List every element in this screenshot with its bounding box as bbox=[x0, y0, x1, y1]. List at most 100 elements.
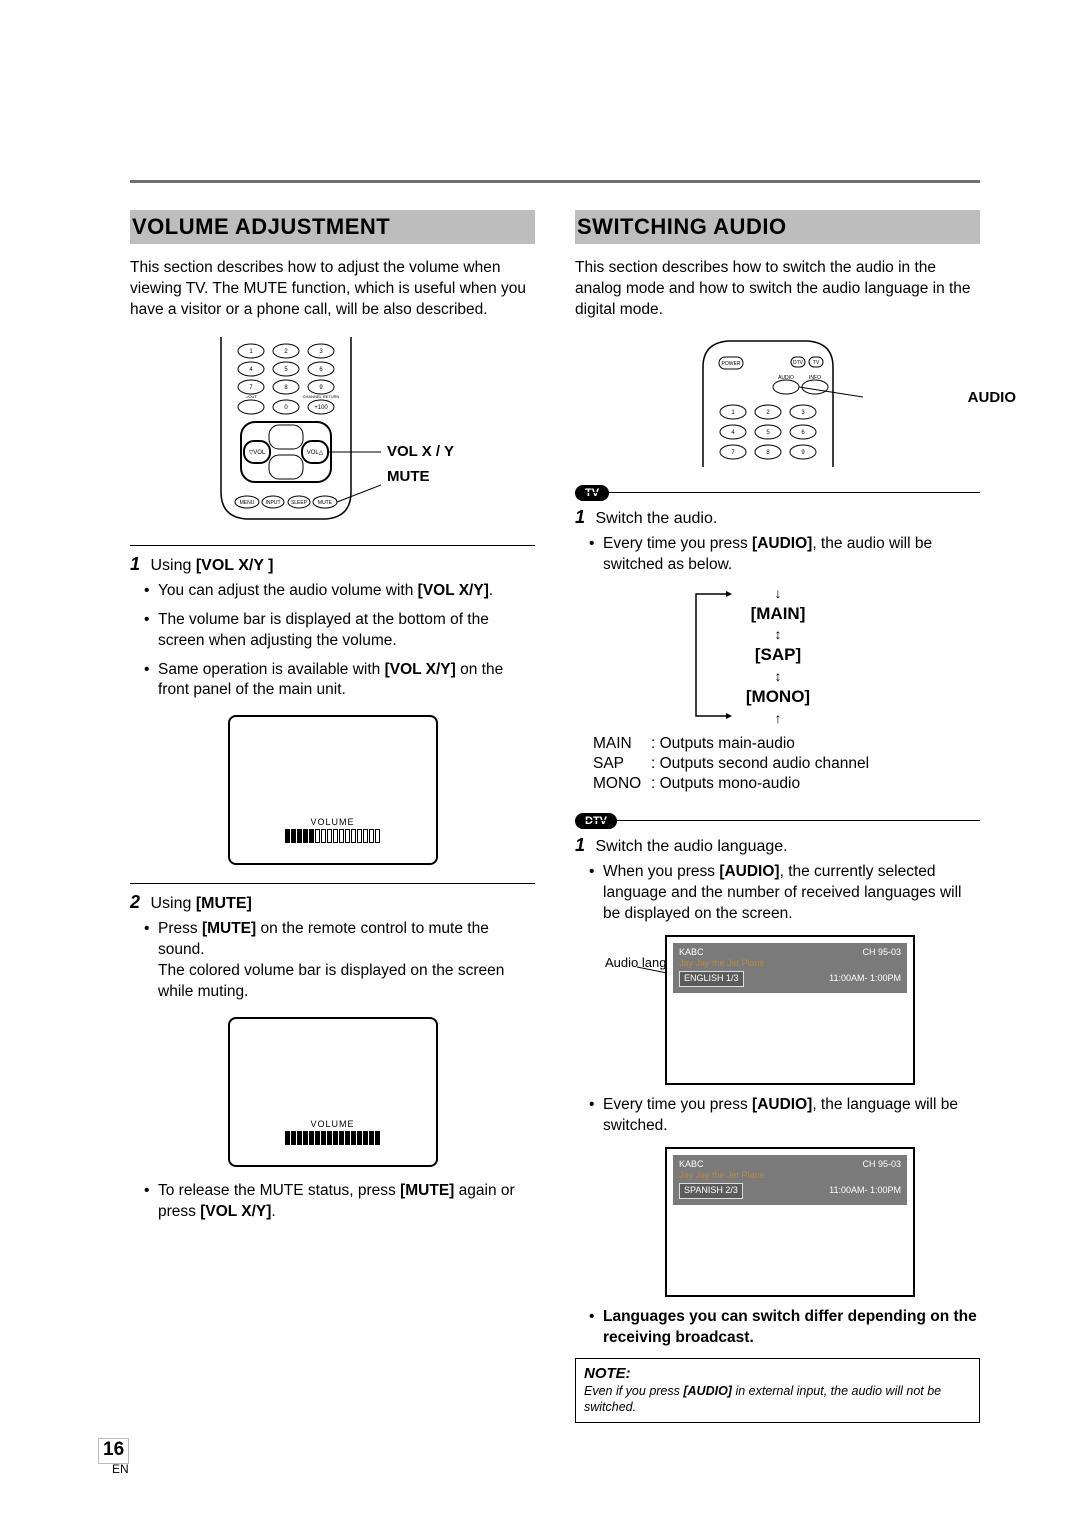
dtv-boldnote: Languages you can switch differ dependin… bbox=[575, 1307, 980, 1349]
def-main: MAIN: Outputs main-audio bbox=[593, 735, 980, 753]
step1-b1: You can adjust the audio volume with [VO… bbox=[158, 581, 535, 602]
svg-text:7: 7 bbox=[249, 385, 253, 391]
step1-btn: [VOL X/Y ] bbox=[196, 557, 274, 574]
section-header-volume: VOLUME ADJUSTMENT bbox=[130, 210, 535, 244]
tv-step-heading: 1 Switch the audio. bbox=[575, 507, 980, 528]
svg-text:5: 5 bbox=[284, 367, 288, 373]
page-lang: EN bbox=[112, 1462, 129, 1476]
cycle-sap: [SAP] bbox=[724, 643, 833, 667]
osd2-ch: KABC bbox=[679, 1159, 704, 1171]
svg-text:MUTE: MUTE bbox=[318, 500, 333, 506]
svg-text:–/OUT: –/OUT bbox=[245, 394, 257, 399]
svg-text:3: 3 bbox=[319, 349, 323, 355]
tv-label-volume-2: VOLUME bbox=[230, 1119, 436, 1129]
svg-text:2: 2 bbox=[284, 349, 288, 355]
osd-screen-2: KABC CH 95-03 Jay Jay the Jet Plane SPANI… bbox=[665, 1147, 915, 1297]
tv-screen-mute: VOLUME bbox=[228, 1017, 438, 1167]
step1-num: 1 bbox=[130, 554, 140, 574]
audio-intro: This section describes how to switch the… bbox=[575, 258, 980, 321]
osd2-lang: SPANISH 2/3 bbox=[679, 1183, 743, 1199]
top-rule bbox=[130, 180, 980, 183]
osd1-time: 11:00AM- 1:00PM bbox=[829, 973, 901, 985]
def-mono: MONO: Outputs mono-audio bbox=[593, 775, 980, 793]
dtv-b1: When you press [AUDIO], the currently se… bbox=[575, 862, 980, 925]
volume-bar-full bbox=[263, 1131, 403, 1145]
tv-pill: TV bbox=[575, 485, 609, 501]
svg-text:SLEEP: SLEEP bbox=[291, 500, 308, 506]
dtv-step-num: 1 bbox=[575, 835, 585, 855]
step1-bullets: You can adjust the audio volume with [VO… bbox=[130, 581, 535, 702]
tv-label-volume-1: VOLUME bbox=[230, 817, 436, 827]
dtv-step-text: Switch the audio language. bbox=[595, 838, 787, 855]
remote-svg-right: POWER DTVTV AUDIOINFO 123 456 789 bbox=[693, 337, 863, 467]
osd1-chnum: CH 95-03 bbox=[862, 947, 901, 959]
section-header-audio: SWITCHING AUDIO bbox=[575, 210, 980, 244]
svg-text:2: 2 bbox=[766, 410, 770, 416]
svg-text:3: 3 bbox=[801, 410, 805, 416]
volume-bar-partial bbox=[263, 829, 403, 843]
page-num-val: 16 bbox=[103, 1439, 124, 1460]
step2-bullets: Press [MUTE] on the remote control to mu… bbox=[130, 919, 535, 1003]
step2-b1-cont: The colored volume bar is displayed on t… bbox=[158, 962, 504, 1000]
label-mute: MUTE bbox=[387, 468, 454, 485]
step2-pre: Using bbox=[150, 895, 195, 912]
remote-illustration: 123 456 789 0+100 –/OUTCHANNEL RETURN ▽V… bbox=[130, 337, 535, 527]
cycle-defs: MAIN: Outputs main-audio SAP: Outputs se… bbox=[575, 735, 980, 793]
two-column-layout: VOLUME ADJUSTMENT This section describes… bbox=[130, 210, 980, 1423]
page-number: 16 EN bbox=[98, 1438, 129, 1476]
step1-pre: Using bbox=[150, 557, 195, 574]
svg-text:▽VOL: ▽VOL bbox=[249, 450, 266, 456]
svg-text:DTV: DTV bbox=[793, 360, 804, 366]
step2-release: To release the MUTE status, press [MUTE]… bbox=[130, 1181, 535, 1223]
dtv-pill: DTV bbox=[575, 813, 617, 829]
svg-text:9: 9 bbox=[319, 385, 323, 391]
dtv-boldnote-text: Languages you can switch differ dependin… bbox=[603, 1307, 980, 1349]
dtv-b2-text: Every time you press [AUDIO], the langua… bbox=[603, 1095, 980, 1137]
tv-step-num: 1 bbox=[575, 507, 585, 527]
step2-btn: [MUTE] bbox=[196, 895, 252, 912]
osd2-prog: Jay Jay the Jet Plane bbox=[679, 1170, 901, 1182]
remote-svg-left: 123 456 789 0+100 –/OUTCHANNEL RETURN ▽V… bbox=[211, 337, 381, 527]
osd2-chnum: CH 95-03 bbox=[862, 1159, 901, 1171]
tv-screen-volume: VOLUME bbox=[228, 715, 438, 865]
svg-text:8: 8 bbox=[766, 450, 770, 456]
volume-intro: This section describes how to adjust the… bbox=[130, 258, 535, 321]
svg-text:7: 7 bbox=[731, 450, 735, 456]
svg-text:CHANNEL RETURN: CHANNEL RETURN bbox=[303, 394, 340, 399]
note-box: NOTE: Even if you press [AUDIO] in exter… bbox=[575, 1358, 980, 1422]
divider bbox=[130, 545, 535, 546]
step2-num: 2 bbox=[130, 892, 140, 912]
right-column: SWITCHING AUDIO This section describes h… bbox=[575, 210, 980, 1423]
pill-rule bbox=[575, 820, 980, 821]
step2-release-text: To release the MUTE status, press [MUTE]… bbox=[158, 1181, 535, 1223]
note-title: NOTE: bbox=[584, 1365, 971, 1382]
svg-text:+100: +100 bbox=[314, 405, 328, 411]
left-column: VOLUME ADJUSTMENT This section describes… bbox=[130, 210, 535, 1423]
osd1-lang: ENGLISH 1/3 bbox=[679, 971, 744, 987]
svg-text:POWER: POWER bbox=[721, 361, 740, 367]
osd1-ch: KABC bbox=[679, 947, 704, 959]
dtv-b2: Every time you press [AUDIO], the langua… bbox=[575, 1095, 980, 1137]
osd-screen-1: KABCCH 95-03 Jay Jay the Jet Plane ENGLI… bbox=[665, 935, 915, 1085]
svg-text:6: 6 bbox=[319, 367, 323, 373]
osd2-time: 11:00AM- 1:00PM bbox=[829, 1185, 901, 1197]
cycle-mono: [MONO] bbox=[724, 685, 833, 709]
svg-text:1: 1 bbox=[249, 349, 253, 355]
tv-step-bullets: Every time you press [AUDIO], the audio … bbox=[575, 534, 980, 576]
svg-text:INPUT: INPUT bbox=[266, 500, 281, 506]
step1-heading: 1 Using [VOL X/Y ] bbox=[130, 554, 535, 575]
svg-text:VOL△: VOL△ bbox=[307, 450, 324, 456]
cycle-main: [MAIN] bbox=[724, 602, 833, 626]
svg-text:MENU: MENU bbox=[240, 500, 255, 506]
pill-rule bbox=[575, 492, 980, 493]
tv-step-b1: Every time you press [AUDIO], the audio … bbox=[603, 534, 980, 576]
svg-text:8: 8 bbox=[284, 385, 288, 391]
label-vol: VOL X / Y bbox=[387, 443, 454, 460]
audio-cycle-diagram: ↓ [MAIN] ↕ [SAP] ↕ [MONO] ↑ bbox=[678, 586, 878, 725]
svg-text:INFO: INFO bbox=[809, 375, 821, 381]
note-body: Even if you press [AUDIO] in external in… bbox=[584, 1384, 971, 1415]
svg-text:4: 4 bbox=[731, 430, 735, 436]
step2-b1: Press [MUTE] on the remote control to mu… bbox=[158, 919, 535, 1003]
svg-text:4: 4 bbox=[249, 367, 253, 373]
def-sap: SAP: Outputs second audio channel bbox=[593, 755, 980, 773]
